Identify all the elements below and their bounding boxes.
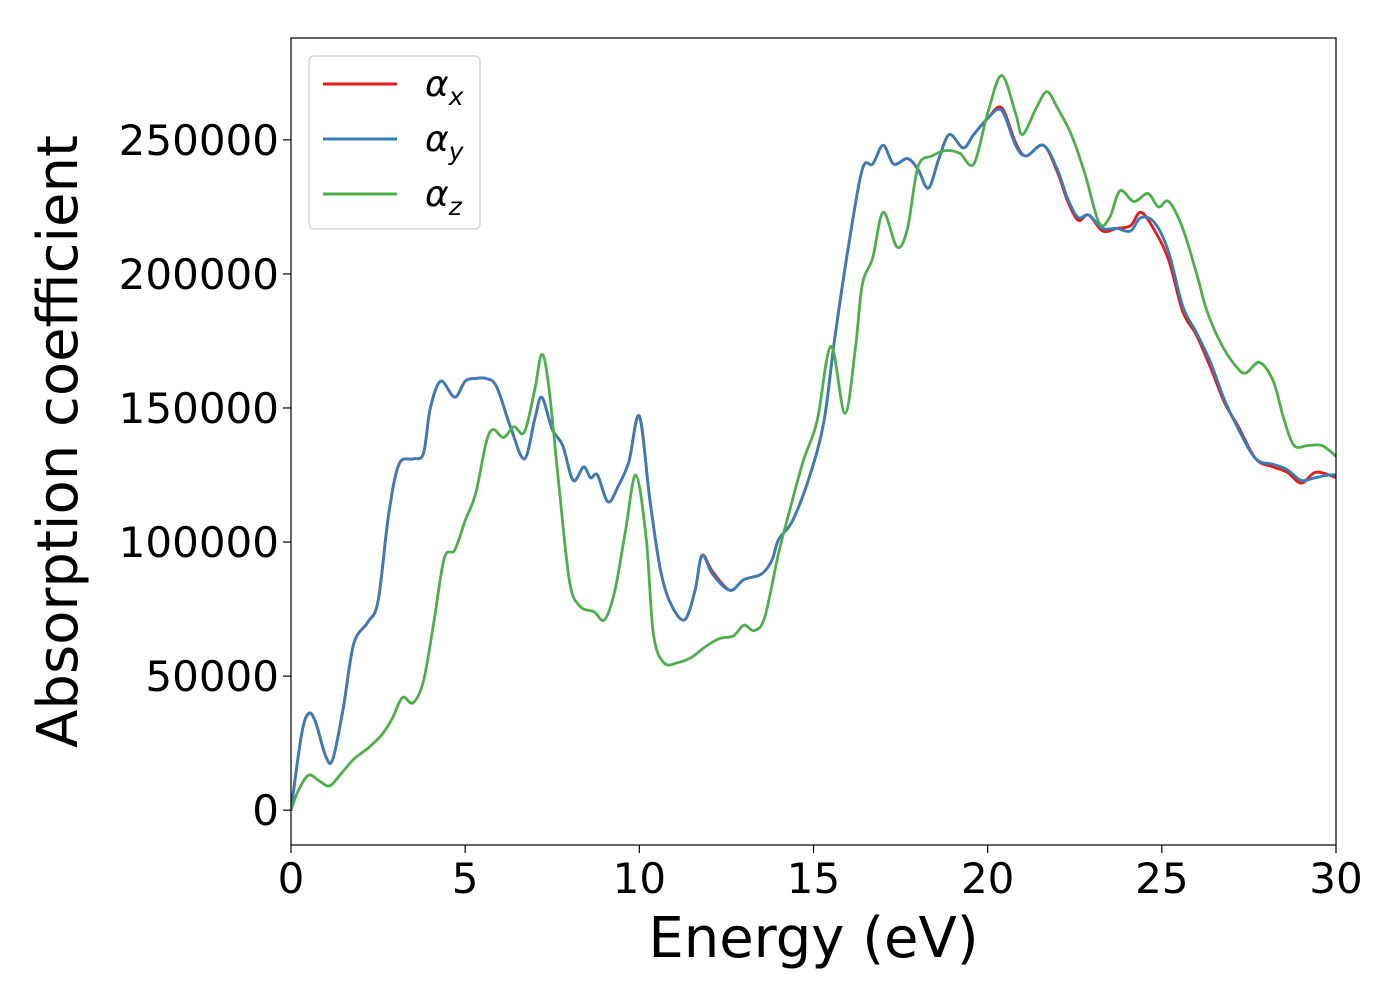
x-tick-label: 15 [787,854,840,903]
x-tick-label: 0 [278,854,305,903]
y-tick-label: 0 [252,786,279,835]
x-tick-label: 10 [613,854,666,903]
y-axis-title: Absorption coefficient [26,135,91,748]
x-axis-title: Energy (eV) [648,906,978,971]
series-layer [291,74,1336,811]
y-tick-label: 100000 [119,518,279,567]
axes-layer: 0 5 10 15 20 25 30 0 50000 100000 150000 200000 2500… [119,37,1363,903]
series-line-y [291,107,1336,811]
y-tick-label: 150000 [119,384,279,433]
y-tick-label: 200000 [119,250,279,299]
y-tick-label: 50000 [145,652,279,701]
x-tick-label: 25 [1135,854,1188,903]
x-tick-label: 30 [1309,854,1362,903]
x-tick-label: 20 [961,854,1014,903]
series-line-z [291,74,1336,811]
x-tick-label: 5 [452,854,479,903]
y-tick-label: 250000 [119,116,279,165]
legend-frame [308,55,481,230]
